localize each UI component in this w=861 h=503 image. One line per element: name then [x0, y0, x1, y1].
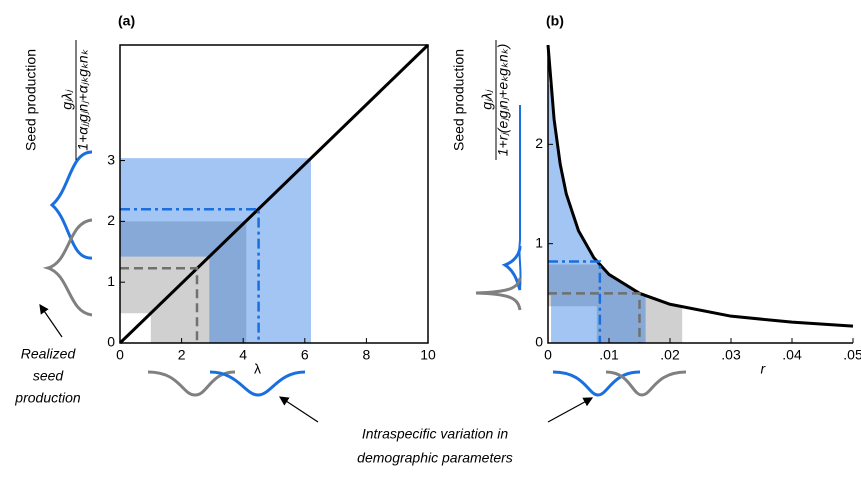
panel-label: (a): [118, 13, 135, 29]
y-tick-label: 2: [535, 135, 543, 151]
y-distribution: [42, 218, 93, 317]
arrow: [547, 397, 594, 423]
plot-frame: [119, 44, 429, 344]
mean-line: [120, 266, 199, 343]
mean-line: [548, 260, 602, 343]
x-tick-label: .04: [782, 347, 802, 363]
x-tick-label: .05: [843, 347, 861, 363]
x-distribution: [147, 370, 236, 397]
x-tick-label: 0: [116, 347, 124, 363]
annotation: seed: [33, 368, 65, 384]
y-axis-label: Seed production: [451, 49, 467, 151]
curve: [546, 44, 854, 328]
x-tick-label: 6: [301, 347, 309, 363]
formula-numerator: gⱼλⱼ: [479, 89, 495, 110]
y-tick-label: 0: [107, 334, 115, 350]
mean-line: [548, 292, 641, 343]
formula-numerator: gⱼλⱼ: [59, 89, 75, 110]
x-tick-label: 10: [420, 347, 436, 363]
x-axis-label: λ: [254, 361, 261, 377]
annotation: demographic parameters: [357, 450, 513, 466]
y-tick-label: 0: [535, 334, 543, 350]
panel-label: (b): [546, 13, 564, 29]
x-distribution: [209, 370, 306, 397]
y-tick-label: 1: [535, 234, 543, 250]
y-tick-label: 1: [107, 273, 115, 289]
formula-denominator: 1+αⱼⱼgⱼnⱼ+αⱼₖgₖnₖ: [75, 48, 91, 150]
x-distribution: [552, 370, 641, 397]
y-distribution: [475, 277, 522, 311]
x-distribution: [605, 370, 687, 397]
x-tick-label: 8: [363, 347, 371, 363]
x-tick-label: 0: [544, 347, 552, 363]
x-tick-label: 2: [178, 347, 186, 363]
y-distribution: [518, 105, 522, 291]
y-tick-label: 2: [107, 212, 115, 228]
x-tick-label: .01: [599, 347, 619, 363]
y-distribution: [49, 150, 93, 260]
x-tick-label: 4: [239, 347, 247, 363]
x-tick-label: .03: [721, 347, 741, 363]
mean-line: [120, 207, 260, 343]
variation-region: [548, 260, 683, 343]
arrow: [39, 304, 63, 338]
annotation: Realized: [21, 346, 77, 362]
annotation: Intraspecific variation in: [362, 426, 509, 442]
annotation: production: [14, 390, 81, 406]
arrow: [278, 396, 319, 423]
x-axis-label: r: [761, 361, 767, 377]
y-axis-label: Seed production: [23, 49, 39, 151]
y-tick-label: 3: [107, 151, 115, 167]
variation-region: [548, 82, 646, 343]
formula-denominator: 1+rⱼ(eⱼgⱼnⱼ+eₖgₖnₖ): [495, 44, 511, 157]
x-tick-label: .02: [660, 347, 680, 363]
curve: [118, 43, 430, 345]
